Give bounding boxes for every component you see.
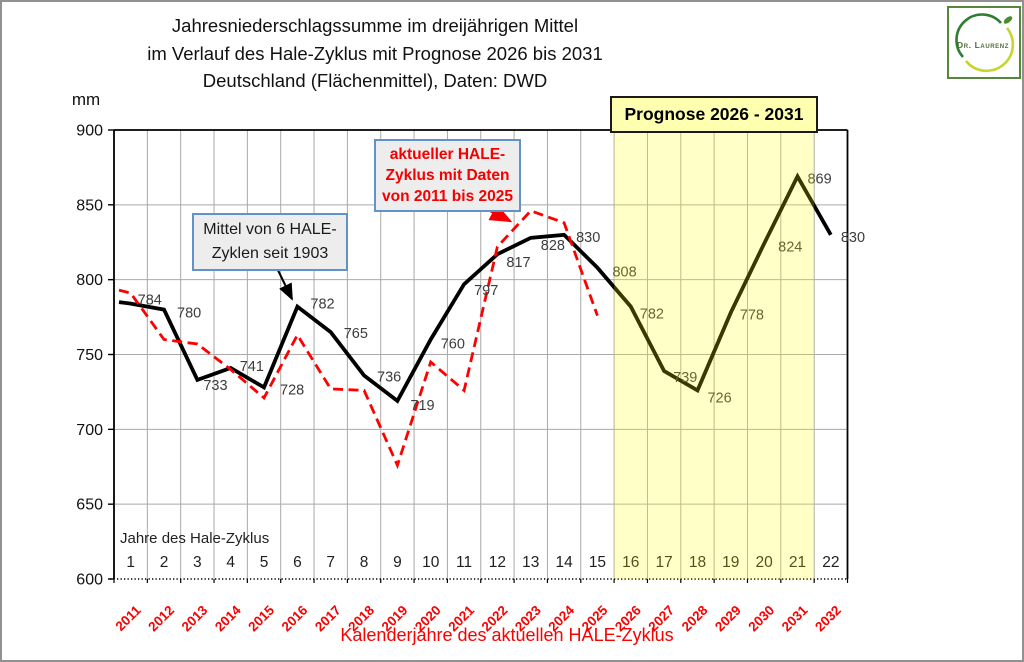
y-tick-label: 650 bbox=[76, 497, 103, 514]
cycle-year-label: 16 bbox=[622, 554, 639, 571]
data-label: 739 bbox=[673, 370, 697, 386]
data-label: 817 bbox=[506, 255, 530, 271]
cycle-year-label: 2 bbox=[160, 554, 169, 571]
cycle-year-label: 6 bbox=[293, 554, 302, 571]
data-point-labels: 784 780 733 741 728 782 765 736 719 760 797 817 828 8… bbox=[138, 171, 865, 414]
calendar-year-label: 2031 bbox=[779, 602, 811, 634]
cycle-year-label: 17 bbox=[656, 554, 673, 571]
dr-laurenz-logo: Dr. Laurenz bbox=[947, 6, 1021, 79]
cycle-year-label: 12 bbox=[489, 554, 506, 571]
cycle-year-label: 19 bbox=[722, 554, 739, 571]
cycle-year-label: 20 bbox=[756, 554, 774, 571]
logo-green-arc bbox=[955, 13, 1002, 58]
current-series-annotation: aktueller HALE- Zyklus mit Daten von 201… bbox=[374, 139, 521, 212]
data-label: 782 bbox=[310, 297, 334, 313]
cycle-year-label: 3 bbox=[193, 554, 202, 571]
cycle-year-label: 14 bbox=[555, 554, 573, 571]
data-label: 784 bbox=[138, 293, 162, 309]
logo-text: Dr. Laurenz bbox=[957, 40, 1009, 50]
data-label: 830 bbox=[576, 230, 600, 246]
cycle-year-tick-labels: 12345678910111213141516171819202122 bbox=[126, 554, 839, 571]
data-label: 778 bbox=[740, 308, 764, 324]
cycle-year-axis-title: Jahre des Hale-Zyklus bbox=[120, 530, 269, 547]
chart-title-line1: Jahresniederschlagssumme im dreijährigen… bbox=[171, 15, 579, 36]
cycle-year-label: 4 bbox=[226, 554, 235, 571]
prognosis-title-box: Prognose 2026 - 2031 bbox=[610, 96, 818, 133]
cycle-year-label: 13 bbox=[522, 554, 539, 571]
data-label: 760 bbox=[441, 337, 465, 353]
data-label: 780 bbox=[177, 306, 201, 322]
data-label: 797 bbox=[474, 283, 498, 299]
cycle-year-label: 11 bbox=[456, 554, 472, 571]
series-line-current bbox=[118, 209, 599, 470]
cycle-year-label: 1 bbox=[126, 554, 135, 571]
data-label: 830 bbox=[841, 230, 865, 246]
calendar-year-label: 2012 bbox=[145, 603, 177, 635]
chart-title-line2: im Verlauf des Hale-Zyklus mit Prognose … bbox=[147, 42, 603, 64]
cycle-year-label: 22 bbox=[822, 554, 839, 571]
y-tick-label: 850 bbox=[76, 197, 103, 214]
data-label: 824 bbox=[778, 240, 802, 256]
chart-title-line3: Deutschland (Flächenmittel), Daten: DWD bbox=[202, 70, 548, 91]
calendar-year-axis-title: Kalenderjahre des aktuellen HALE-Zyklus bbox=[340, 625, 674, 645]
data-label: 728 bbox=[280, 382, 304, 398]
y-axis-unit-label: mm bbox=[71, 90, 101, 109]
calendar-year-label: 2013 bbox=[179, 602, 211, 634]
y-tick-label: 600 bbox=[76, 572, 103, 589]
cycle-year-label: 15 bbox=[589, 554, 606, 571]
y-tick-label: 900 bbox=[76, 123, 103, 140]
data-label: 719 bbox=[410, 398, 434, 414]
data-label: 869 bbox=[807, 171, 831, 187]
y-tick-label: 700 bbox=[76, 422, 103, 439]
data-label: 782 bbox=[640, 307, 664, 323]
data-label: 765 bbox=[344, 326, 368, 342]
logo-graphic: Dr. Laurenz bbox=[955, 13, 1015, 73]
data-label: 726 bbox=[707, 390, 731, 406]
logo-leaf-icon bbox=[1003, 16, 1013, 24]
data-label: 733 bbox=[203, 378, 227, 394]
series-lines bbox=[118, 172, 833, 470]
cycle-year-label: 10 bbox=[422, 554, 440, 571]
calendar-year-label: 2011 bbox=[112, 602, 144, 634]
y-tick-label: 750 bbox=[76, 347, 103, 364]
y-tick-label: 800 bbox=[76, 272, 103, 289]
chart-title: Jahresniederschlagssumme im dreijährigen… bbox=[75, 12, 675, 95]
cycle-year-label: 8 bbox=[360, 554, 369, 571]
cycle-year-label: 9 bbox=[393, 554, 402, 571]
cycle-year-label: 7 bbox=[326, 554, 335, 571]
series-line-mean bbox=[118, 172, 833, 404]
data-label: 736 bbox=[377, 369, 401, 385]
prognosis-band bbox=[614, 130, 815, 579]
logo-yellow-arc bbox=[964, 27, 1015, 73]
mean-series-annotation: Mittel von 6 HALE- Zyklen seit 1903 bbox=[192, 213, 348, 271]
data-label: 741 bbox=[240, 359, 264, 375]
cycle-year-label: 21 bbox=[789, 554, 806, 571]
calendar-year-label: 2014 bbox=[212, 602, 244, 634]
calendar-year-label: 2032 bbox=[812, 603, 844, 635]
data-label: 828 bbox=[541, 238, 565, 254]
cycle-year-label: 18 bbox=[689, 554, 706, 571]
data-label: 808 bbox=[612, 265, 636, 281]
cycle-year-label: 5 bbox=[260, 554, 269, 571]
